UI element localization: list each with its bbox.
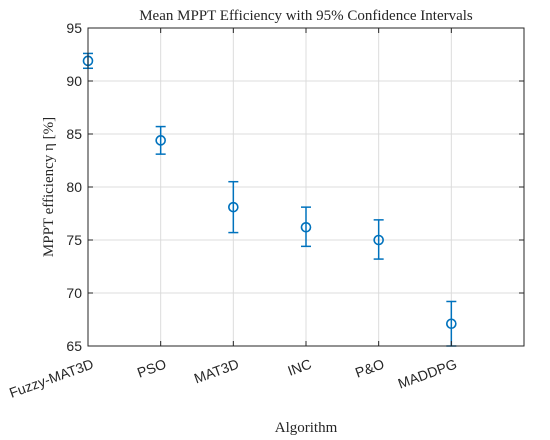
data-point-group [228, 180, 239, 234]
y-tick-label: 90 [66, 73, 82, 89]
y-tick-label: 65 [66, 338, 82, 354]
data-point-group [300, 206, 312, 248]
y-tick-label: 85 [66, 126, 82, 142]
y-tick-label: 80 [66, 179, 82, 195]
mean-marker [300, 221, 312, 233]
y-axis-label: MPPT efficiency η [%] [41, 117, 57, 257]
mean-marker [228, 201, 239, 213]
x-tick-label: INC [285, 356, 313, 379]
mean-marker [155, 135, 166, 146]
x-axis-label: Algorithm [275, 420, 338, 436]
mean-marker [446, 318, 457, 330]
y-tick-label: 70 [66, 285, 82, 301]
data-point-group [446, 300, 457, 347]
data-point-group [155, 125, 166, 155]
y-tick-label: 95 [66, 20, 82, 36]
y-tick-label: 75 [66, 232, 82, 248]
data-point-group [373, 219, 384, 260]
chart-title: Mean MPPT Efficiency with 95% Confidence… [139, 8, 473, 24]
mean-marker [373, 234, 384, 246]
